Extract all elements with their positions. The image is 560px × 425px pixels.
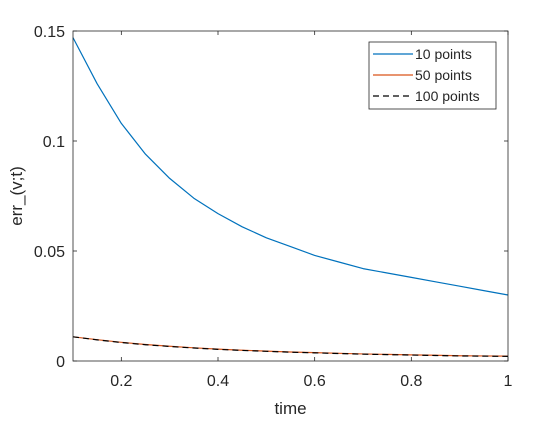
x-tick-label: 0.4 [207,373,229,390]
x-tick-label: 0.6 [304,373,326,390]
x-tick-label: 0.2 [110,373,132,390]
x-tick-label: 1 [504,373,513,390]
axes-box [72,30,509,362]
legend-label: 50 points [415,67,472,83]
y-axis-label: err_(v;t) [7,166,26,226]
axes-layer: 0.2 0.4 0.6 0.8 1 0 0.05 0.1 0.15 [34,24,513,390]
y-tick-label: 0.15 [34,24,65,41]
legend-label: 100 points [415,88,480,104]
x-axis-label: time [274,399,306,418]
legend-label: 10 points [415,46,472,62]
y-tick-label: 0 [56,354,65,371]
legend: 10 points 50 points 100 points [368,41,497,110]
series-layer [72,37,509,357]
y-tick-label: 0.1 [43,134,65,151]
y-tick-label: 0.05 [34,244,65,261]
x-tick-label: 0.8 [400,373,422,390]
series-line-1 [72,37,509,296]
series-line-3 [72,336,509,357]
